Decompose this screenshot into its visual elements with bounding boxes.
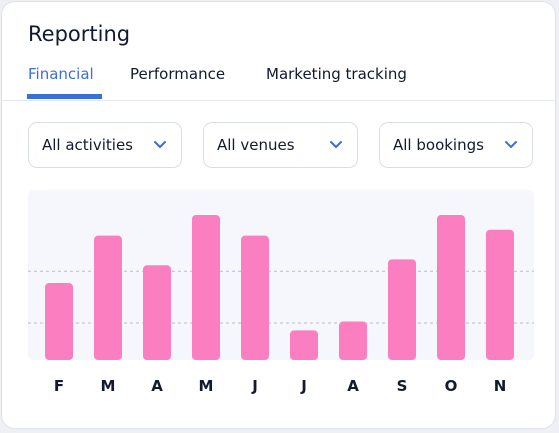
page-title: Reporting	[28, 22, 131, 46]
x-tick-label: J	[301, 377, 307, 395]
x-tick-label: O	[444, 377, 458, 395]
x-tick-label: F	[53, 377, 65, 395]
bookings-dropdown[interactable]: All bookings	[379, 122, 533, 168]
chart-bar[interactable]	[94, 235, 122, 360]
chart-bar[interactable]	[486, 229, 514, 360]
x-tick-label: J	[252, 377, 258, 395]
chevron-down-icon	[330, 141, 342, 148]
bookings-dropdown-label: All bookings	[393, 136, 484, 154]
x-tick-label: M	[100, 377, 116, 395]
tab-performance[interactable]: Performance	[130, 65, 226, 83]
tab-marketing-tracking[interactable]: Marketing tracking	[266, 65, 407, 83]
chart-bar[interactable]	[339, 321, 367, 360]
x-tick-label: A	[347, 377, 359, 395]
active-tab-indicator	[27, 94, 102, 99]
x-tick-label: S	[396, 377, 408, 395]
x-tick-label: A	[151, 377, 163, 395]
chevron-down-icon	[505, 141, 517, 148]
chart-bar[interactable]	[241, 235, 269, 360]
chart-bar[interactable]	[192, 214, 220, 360]
chart-bar[interactable]	[45, 283, 73, 360]
venues-dropdown[interactable]: All venues	[203, 122, 358, 168]
activities-dropdown[interactable]: All activities	[28, 122, 182, 168]
venues-dropdown-label: All venues	[217, 136, 295, 154]
bar-chart	[28, 214, 534, 360]
tab-financial[interactable]: Financial	[28, 65, 94, 83]
tab-bar: Financial Performance Marketing tracking	[2, 62, 555, 101]
chart-bar[interactable]	[388, 259, 416, 360]
activities-dropdown-label: All activities	[42, 136, 133, 154]
chart-bar[interactable]	[143, 265, 171, 360]
chevron-down-icon	[154, 141, 166, 148]
chart-bar[interactable]	[437, 214, 465, 360]
x-tick-label: N	[493, 377, 507, 395]
chart-bar[interactable]	[290, 330, 318, 360]
x-tick-label: M	[198, 377, 214, 395]
